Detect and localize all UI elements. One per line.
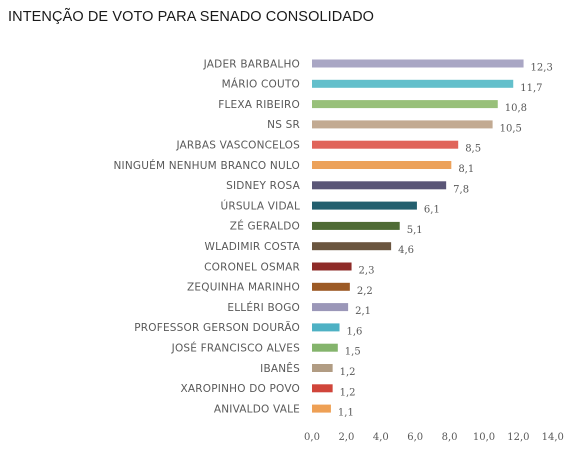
category-label: IBANÊS (260, 362, 300, 375)
value-label: 2,2 (357, 286, 373, 297)
chart-title: INTENÇÃO DE VOTO PARA SENADO CONSOLIDADO (8, 9, 375, 25)
category-label: JADER BARBALHO (203, 58, 300, 70)
bar-17 (312, 384, 333, 393)
category-label: CORONEL OSMAR (204, 261, 300, 273)
bar-4 (312, 120, 493, 129)
bar-10 (312, 242, 392, 251)
category-label: ZÉ GERALDO (230, 220, 300, 233)
value-label: 2,1 (355, 306, 371, 317)
category-label: ZEQUINHA MARINHO (187, 282, 300, 294)
bar-18 (312, 404, 331, 413)
value-label: 1,6 (347, 326, 363, 337)
category-label: MÁRIO COUTO (222, 78, 300, 91)
x-tick-label: 14,0 (542, 432, 564, 443)
value-label: 8,5 (465, 144, 481, 155)
category-label: WLADIMIR COSTA (205, 241, 301, 253)
bar-7 (312, 181, 447, 190)
bar-1 (312, 59, 524, 68)
value-label: 7,8 (453, 184, 469, 195)
category-label: NS SR (267, 119, 300, 131)
bar-9 (312, 221, 400, 230)
bar-16 (312, 364, 333, 372)
x-tick-label: 2,0 (338, 432, 354, 443)
bar-2 (312, 79, 514, 88)
x-tick-label: 10,0 (473, 432, 495, 443)
value-label: 6,1 (424, 205, 440, 216)
value-label: 1,2 (340, 387, 356, 398)
category-label: ELLÉRI BOGO (227, 301, 300, 314)
bar-8 (312, 201, 417, 210)
value-label: 11,7 (520, 83, 542, 94)
value-label: 5,1 (407, 225, 423, 236)
value-label: 12,3 (531, 63, 553, 74)
value-label: 10,8 (505, 103, 527, 114)
x-tick-label: 4,0 (373, 432, 389, 443)
value-label: 8,1 (458, 164, 474, 175)
category-label: JOSÉ FRANCISCO ALVES (171, 342, 300, 355)
bar-6 (312, 161, 452, 169)
bar-13 (312, 303, 349, 312)
bar-15 (312, 343, 338, 352)
bar-11 (312, 262, 352, 271)
category-label: FLEXA RIBEIRO (218, 99, 300, 111)
category-label: XAROPINHO DO POVO (181, 383, 300, 395)
value-label: 2,3 (359, 266, 375, 277)
category-label: ÚRSULA VIDAL (220, 199, 300, 212)
x-tick-label: 0,0 (304, 432, 320, 443)
x-tick-label: 6,0 (407, 432, 423, 443)
category-label: JARBAS VASCONCELOS (175, 140, 300, 152)
category-label: NINGUÉM NENHUM BRANCO NULO (113, 159, 300, 172)
bar-14 (312, 323, 340, 332)
value-label: 4,6 (398, 245, 414, 256)
bar-12 (312, 282, 350, 291)
bar-5 (312, 140, 459, 149)
x-tick-label: 8,0 (442, 432, 458, 443)
bar-3 (312, 100, 498, 109)
category-label: ANIVALDO VALE (214, 403, 300, 415)
category-label: PROFESSOR GERSON DOURÃO (134, 321, 300, 334)
x-tick-label: 12,0 (507, 432, 529, 443)
value-label: 1,1 (338, 408, 354, 419)
value-label: 10,5 (500, 123, 522, 134)
value-label: 1,2 (340, 367, 356, 378)
value-label: 1,5 (345, 347, 361, 358)
category-label: SIDNEY ROSA (226, 180, 301, 192)
